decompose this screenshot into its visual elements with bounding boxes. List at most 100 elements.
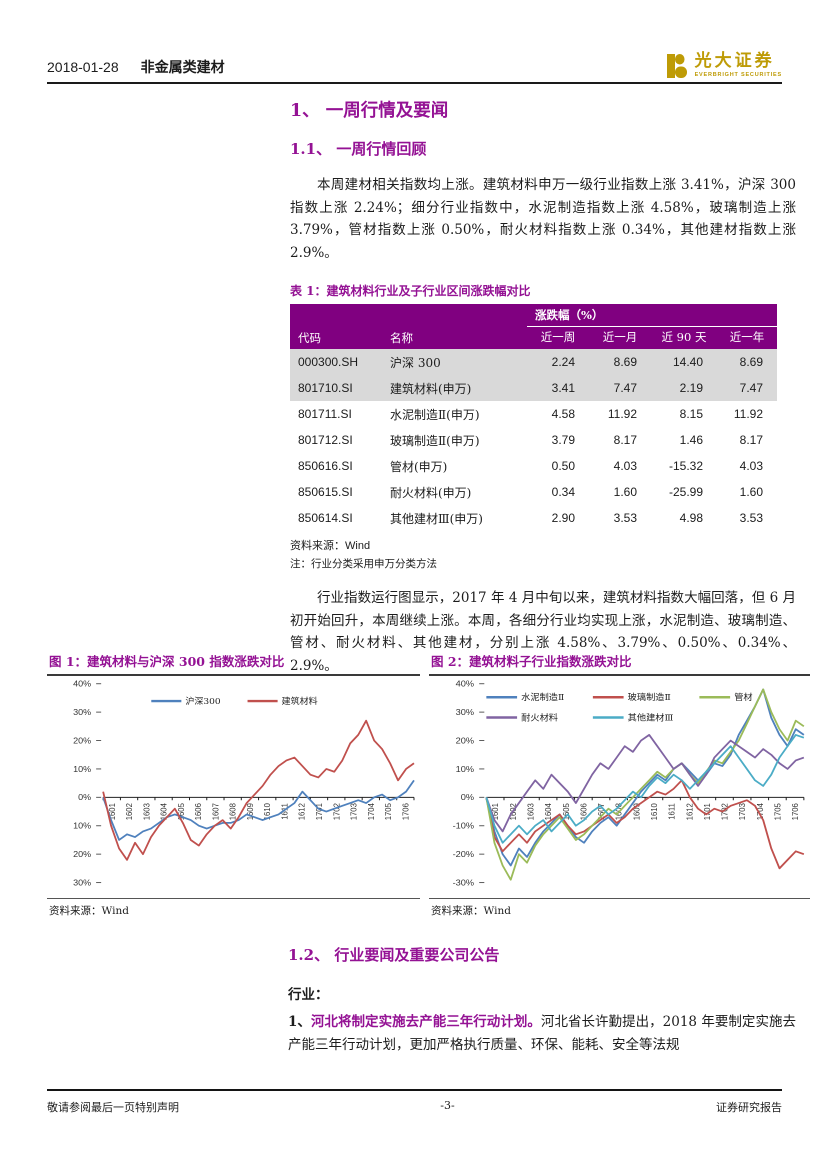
table-cell: 玻璃制造Ⅱ(申万) — [390, 433, 480, 448]
svg-text:10%: 10% — [73, 821, 91, 831]
svg-text:1705: 1705 — [384, 803, 393, 821]
table-cell: 4.98 — [679, 511, 703, 525]
svg-text:沪深300: 沪深300 — [185, 695, 221, 707]
page-header: 2018-01-28 非金属类建材 光大证券 EVERBRIGHT SECURIT… — [47, 40, 782, 84]
table-cell: 850616.SI — [298, 459, 353, 473]
table-cell: 801711.SI — [298, 407, 352, 421]
table-cell: 11.92 — [733, 407, 763, 421]
brand-logo: 光大证券 EVERBRIGHT SECURITIES — [665, 53, 782, 79]
table-cell: 8.69 — [613, 355, 637, 369]
news-item-1: 1、河北将制定实施去产能三年行动计划。河北省长许勤提出，2018 年要制定实施去… — [288, 1011, 796, 1056]
figure-2-source: 资料来源：Wind — [429, 903, 810, 918]
table-title: 表 1：建筑材料行业及子行业区间涨跌幅对比 — [290, 284, 531, 298]
svg-text:30%: 30% — [73, 878, 91, 888]
svg-text:1607: 1607 — [597, 803, 606, 821]
svg-text:20%: 20% — [73, 849, 91, 859]
source-value: Wind — [101, 905, 129, 917]
figure-1-title: 图 1：建筑材料与沪深 300 指数涨跌对比 — [47, 651, 420, 676]
svg-text:管材: 管材 — [734, 691, 752, 703]
table-cell: 其他建材Ⅲ(申万) — [390, 511, 483, 526]
table-cell: 0.50 — [551, 459, 575, 473]
col-header-year: 近一年 — [717, 326, 777, 349]
svg-text:1604: 1604 — [159, 803, 168, 821]
table-cell: 2.90 — [551, 511, 575, 525]
table-cell: 4.03 — [613, 459, 637, 473]
table-body: 000300.SH 沪深 300 2.24 8.69 14.40 8.69 801710.S… — [290, 349, 777, 531]
news-item-headline: 河北将制定实施去产能三年行动计划。 — [310, 1014, 541, 1030]
source-label: 资料来源： — [290, 539, 345, 552]
table-cell: 14.40 — [672, 355, 703, 369]
source-label: 资料来源： — [49, 905, 102, 917]
table-source-line: 资料来源：Wind — [290, 537, 796, 553]
svg-text:1606: 1606 — [579, 803, 588, 821]
svg-text:1611: 1611 — [667, 803, 676, 820]
table-row: 801710.SI 建筑材料(申万) 3.41 7.47 2.19 7.47 — [290, 375, 777, 401]
figure-1-source: 资料来源：Wind — [47, 903, 420, 918]
table-cell: 3.41 — [551, 381, 575, 395]
table-cell: 建筑材料(申万) — [390, 381, 472, 396]
figure-1-chart-area: 40% 30% 20% 10% 0% 10% 20% 30% 1601 1602 1603 1604 1… — [47, 676, 420, 899]
col-header-week: 近一周 — [527, 326, 589, 349]
page-footer: 敬请参阅最后一页特别声明 -3- 证券研究报告 — [47, 1089, 782, 1115]
figure-2: 图 2：建筑材料子行业指数涨跌对比 40% 30% 20% 10% 0% -10% -20%… — [429, 651, 810, 918]
table-cell: 1.60 — [613, 485, 637, 499]
svg-text:1601: 1601 — [108, 803, 117, 820]
svg-text:耐火材料: 耐火材料 — [521, 712, 558, 724]
svg-text:1603: 1603 — [142, 803, 151, 821]
figures-row: 图 1：建筑材料与沪深 300 指数涨跌对比 40% 30% 20% 10% 0% 10%… — [47, 651, 810, 918]
svg-text:1603: 1603 — [526, 803, 535, 821]
source-value: Wind — [345, 540, 371, 552]
line-chart-hs300-vs-materials: 40% 30% 20% 10% 0% 10% 20% 30% 1601 1602 1603 1604 1… — [73, 679, 415, 888]
svg-text:1605: 1605 — [562, 803, 571, 821]
table-cell: -15.32 — [668, 459, 703, 473]
svg-text:1612: 1612 — [298, 803, 307, 820]
table-cell: 4.58 — [551, 407, 575, 421]
svg-text:1602: 1602 — [125, 803, 134, 820]
table-row: 850616.SI 管材(申万) 0.50 4.03 -15.32 4.03 — [290, 453, 777, 479]
table-cell: 8.17 — [739, 433, 763, 447]
table-cell: 管材(申万) — [390, 459, 448, 474]
table-cell: 3.53 — [739, 511, 763, 525]
svg-text:1702: 1702 — [720, 803, 729, 821]
svg-text:1705: 1705 — [773, 803, 782, 821]
section-1-1-title: 1.1、 一周行情回顾 — [290, 140, 427, 158]
svg-text:1606: 1606 — [194, 803, 203, 821]
svg-text:1701: 1701 — [315, 803, 324, 820]
table-cell: 8.15 — [679, 407, 703, 421]
table-cell: 4.03 — [739, 459, 763, 473]
footer-report-type: 证券研究报告 — [716, 1101, 782, 1114]
table-row: 850615.SI 耐火材料(申万) 0.34 1.60 -25.99 1.60 — [290, 479, 777, 505]
svg-text:20%: 20% — [456, 736, 474, 746]
table-cell: 0.34 — [551, 485, 575, 499]
svg-text:1604: 1604 — [544, 803, 553, 821]
svg-text:-30%: -30% — [453, 878, 475, 888]
table-cell: 801710.SI — [298, 381, 353, 395]
footer-disclaimer: 敬请参阅最后一页特别声明 — [47, 1101, 179, 1114]
svg-text:1605: 1605 — [177, 803, 186, 821]
table-cell: 2.19 — [679, 381, 703, 395]
table-cell: 000300.SH — [298, 355, 359, 369]
header-left: 2018-01-28 非金属类建材 — [47, 57, 225, 82]
svg-text:30%: 30% — [456, 707, 474, 717]
figure-1: 图 1：建筑材料与沪深 300 指数涨跌对比 40% 30% 20% 10% 0% 10%… — [47, 651, 420, 918]
index-trend-paragraph: 行业指数运行图显示，2017 年 4 月中旬以来，建筑材料指数大幅回落，但 6 … — [290, 590, 796, 674]
col-header-code: 代码 — [290, 304, 382, 349]
table-cell: 850615.SI — [298, 485, 353, 499]
table-cell: 7.47 — [739, 381, 763, 395]
svg-text:1608: 1608 — [229, 803, 238, 821]
svg-text:水泥制造Ⅱ: 水泥制造Ⅱ — [521, 691, 564, 703]
table-row: 000300.SH 沪深 300 2.24 8.69 14.40 8.69 — [290, 349, 777, 375]
figure-2-chart-area: 40% 30% 20% 10% 0% -10% -20% -30% 1601 1602 1603 16… — [429, 676, 810, 899]
table-cell: 沪深 300 — [390, 355, 441, 370]
table-cell: 水泥制造Ⅱ(申万) — [390, 407, 480, 422]
svg-text:0%: 0% — [461, 792, 474, 802]
page-number: -3- — [440, 1099, 455, 1112]
table-row: 801712.SI 玻璃制造Ⅱ(申万) 3.79 8.17 1.46 8.17 — [290, 427, 777, 453]
table-note: 注：行业分类采用申万分类方法 — [290, 558, 437, 570]
section-1-title: 1、 一周行情及要闻 — [290, 101, 449, 121]
table-cell: 8.17 — [613, 433, 637, 447]
everbright-logo-icon — [666, 54, 687, 78]
svg-text:1610: 1610 — [650, 803, 659, 821]
brand-name: 光大证券 — [694, 51, 775, 72]
